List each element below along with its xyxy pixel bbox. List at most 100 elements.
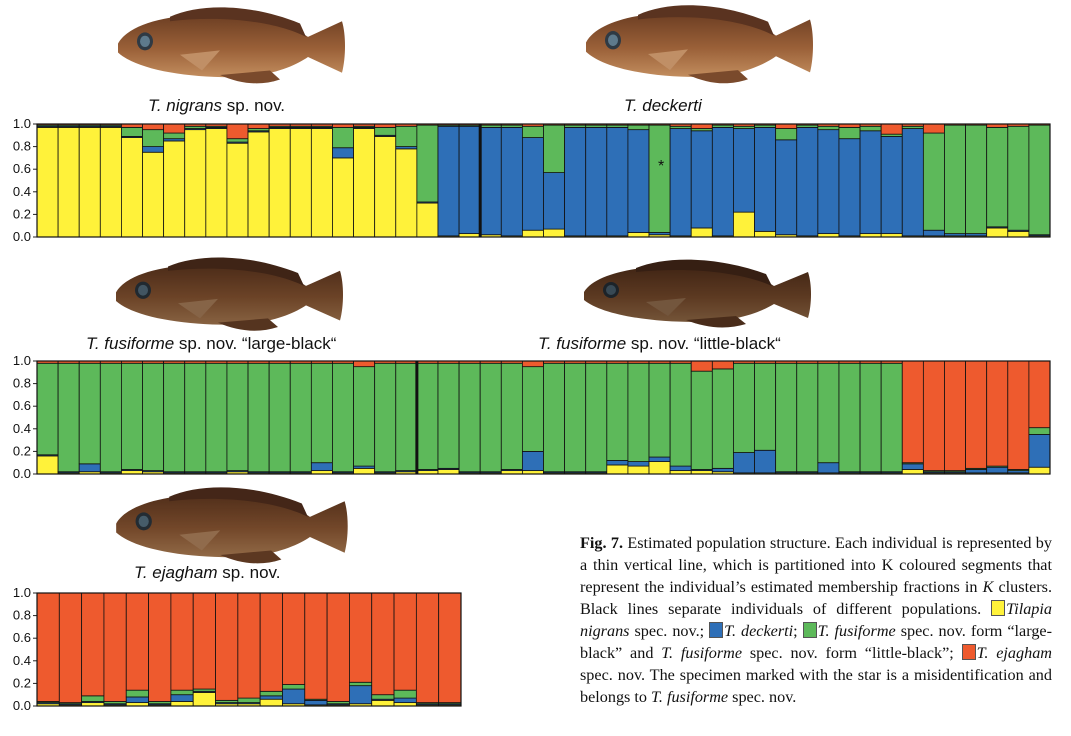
bar-segment-green — [711, 368, 734, 469]
bar-segment-yellow — [353, 128, 376, 238]
y-tick-label: 0.0 — [13, 229, 31, 244]
fish-photo-ejagham — [116, 487, 348, 564]
fish-photo-deckerti — [586, 5, 813, 84]
bar-segment-red — [142, 123, 165, 131]
y-tick-label: 0.4 — [13, 653, 31, 668]
bar-segment-green — [36, 362, 59, 456]
bar-segment-red — [237, 592, 261, 699]
bar-segment-yellow — [353, 467, 376, 475]
bar-segment-blue — [880, 136, 903, 235]
bar-segment-green — [121, 126, 143, 137]
bar-segment-blue — [965, 469, 988, 474]
bar-segment-green — [564, 362, 587, 473]
bar-segment-green — [944, 124, 966, 235]
fish-label-nigrans: T. nigrans sp. nov. — [148, 96, 286, 115]
bar-segment-red — [259, 592, 283, 692]
fish-label-fusiforme-little-black: T. fusiforme sp. nov. “little-black“ — [538, 334, 781, 353]
bar-segment-green — [282, 684, 306, 690]
bar-segment-red — [247, 123, 270, 129]
bar-segment-green — [163, 362, 186, 473]
bar-segment-red — [282, 592, 306, 685]
bar-segment-red — [170, 592, 194, 691]
bar-segment-blue — [859, 130, 882, 235]
structure-chart-1: 0.0 0.2 0.4 0.6 0.8 1.0 — [13, 116, 1051, 244]
bar-segment-green — [585, 362, 608, 473]
bar-segment-green — [416, 362, 439, 470]
bar-segment-blue — [754, 126, 777, 232]
bar-segment-red — [353, 360, 376, 368]
y-tick-label: 1.0 — [13, 116, 31, 131]
bar-segment-green — [500, 362, 523, 470]
bar-segment-yellow — [374, 136, 397, 238]
bar-segment-yellow — [170, 701, 194, 707]
bar-segment-green — [163, 132, 186, 140]
y-tick-label: 0.6 — [13, 161, 31, 176]
bar-segment-red — [880, 123, 903, 135]
bar-segment-yellow — [1007, 230, 1030, 238]
bar-segment-green — [416, 124, 439, 203]
bar-segment-green — [78, 362, 101, 465]
bar-segment-green — [226, 138, 249, 143]
bar-segment-yellow — [310, 128, 333, 238]
bar-segment-green — [965, 124, 988, 235]
bar-segment-yellow — [184, 129, 207, 238]
bar-segment-red — [965, 360, 988, 469]
bar-segment-red — [36, 592, 60, 702]
bar-segment-red — [125, 592, 149, 691]
bar-segment-yellow — [648, 461, 671, 475]
bar-segment-green — [332, 126, 354, 149]
fish-photo-fusiforme-large-black — [116, 257, 343, 331]
bar-segment-red — [775, 123, 798, 129]
y-tick-label: 0.8 — [13, 139, 31, 154]
y-tick-label: 0.8 — [13, 376, 31, 391]
bar-segment-green — [142, 362, 165, 472]
bar-segment-yellow — [205, 128, 228, 238]
bar-segment-blue — [922, 229, 945, 237]
bar-segment-yellow — [259, 698, 283, 707]
bar-segment-green — [289, 362, 312, 473]
bar-segment-blue — [796, 126, 819, 237]
bar-segment-blue — [606, 460, 629, 466]
bar-segment-green — [775, 362, 798, 473]
bar-segment-green — [81, 695, 105, 702]
bar-segment-blue — [733, 452, 755, 474]
bar-segment-green — [99, 362, 122, 473]
bar-segment-green — [648, 362, 671, 458]
y-tick-label: 1.0 — [13, 353, 31, 368]
bar-segment-yellow — [121, 137, 143, 238]
fish-label-fusiforme-large-black: T. fusiforme sp. nov. “large-black“ — [86, 334, 337, 353]
bar-segment-yellow — [606, 464, 629, 475]
bar-segment-green — [121, 362, 143, 470]
bar-segment-yellow — [437, 469, 460, 475]
bar-segment-red — [986, 360, 1009, 467]
bar-segment-blue — [711, 467, 734, 473]
y-tick-label: 0.2 — [13, 206, 31, 221]
bar-segment-green — [521, 125, 544, 138]
bar-segment-yellow — [163, 140, 186, 238]
fish-label-deckerti: T. deckerti — [624, 96, 702, 115]
bar-segment-red — [103, 592, 127, 702]
misidentification-star: * — [658, 158, 665, 175]
bar-segment-yellow — [986, 227, 1009, 238]
bar-segment-red — [1028, 360, 1051, 429]
bar-segment-red — [690, 123, 713, 129]
bar-segment-red — [215, 592, 239, 701]
bar-segment-blue — [78, 463, 101, 473]
bar-segment-blue — [648, 456, 671, 462]
bar-segment-blue — [817, 462, 840, 474]
bar-segment-yellow — [733, 211, 755, 238]
bar-segment-blue — [479, 126, 502, 236]
bar-segment-yellow — [268, 128, 291, 238]
swatch-green — [802, 622, 817, 638]
bar-segment-green — [259, 690, 283, 697]
bar-segment-green — [669, 362, 692, 467]
y-tick-label: 0.4 — [13, 184, 31, 199]
bar-segment-green — [332, 362, 354, 473]
y-tick-label: 0.4 — [13, 421, 31, 436]
bar-segment-green — [353, 366, 376, 467]
bar-segment-green — [170, 689, 194, 696]
bar-segment-blue — [437, 125, 460, 237]
bar-segment-green — [922, 132, 945, 231]
bar-segment-yellow — [36, 455, 59, 475]
